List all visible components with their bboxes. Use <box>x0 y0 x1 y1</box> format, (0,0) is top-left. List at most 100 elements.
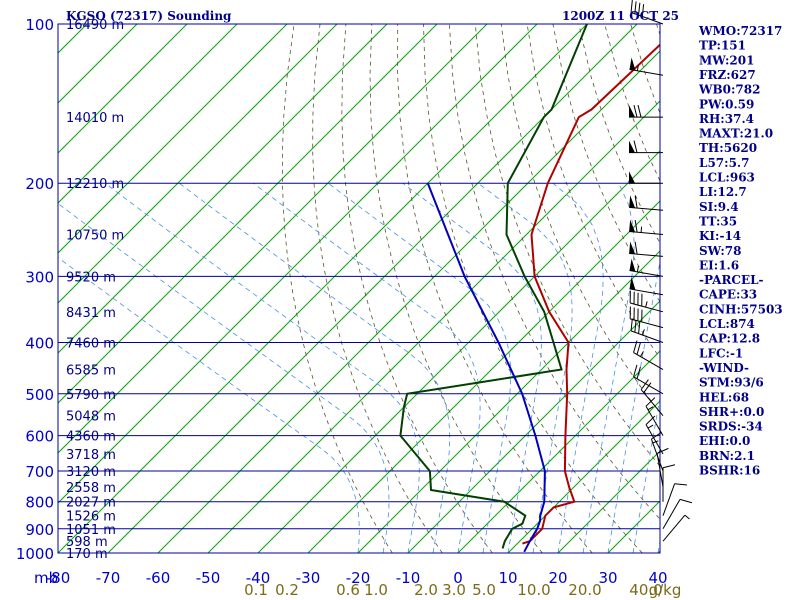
dry-adiabat <box>341 24 493 553</box>
mixing-ratio-label: 1.0 <box>364 581 388 599</box>
index-value: SW:78 <box>699 244 741 258</box>
isotherm-line <box>58 24 438 404</box>
temperature-tick-label: -80 <box>46 569 71 587</box>
height-label: 5048 m <box>66 410 116 425</box>
pressure-tick-label: 300 <box>25 268 54 286</box>
mixing-ratio-label: 3.0 <box>442 581 466 599</box>
wind-barb <box>629 306 664 329</box>
index-value: BSHR:16 <box>699 464 760 478</box>
isotherm-line <box>507 400 660 553</box>
index-value: BRN:2.1 <box>699 449 755 463</box>
wind-barb <box>645 397 664 436</box>
wind-barb <box>640 379 664 416</box>
wind-barb <box>629 241 664 257</box>
index-value: MAXT:21.0 <box>699 127 773 141</box>
dry-adiabat <box>397 24 593 553</box>
height-label: 6585 m <box>66 364 116 379</box>
mixing-ratio-unit: g/kg <box>649 581 682 599</box>
wind-barb <box>630 318 664 343</box>
dry-adiabat <box>369 24 543 553</box>
mixing-ratio-label: 5.0 <box>472 581 496 599</box>
index-value: WMO:72317 <box>698 24 782 38</box>
index-value: EI:1.6 <box>699 258 739 272</box>
pressure-tick-label: 900 <box>25 521 54 539</box>
height-label: 3120 m <box>66 465 116 480</box>
height-label: 10750 m <box>66 229 124 244</box>
mixing-ratio-label: 0.1 <box>244 581 268 599</box>
index-value: LCL:874 <box>699 317 755 331</box>
moist-adiabat <box>253 182 481 553</box>
isotherm-line <box>58 24 488 454</box>
wind-barb <box>630 0 664 25</box>
index-value: SI:9.4 <box>699 200 739 214</box>
pressure-unit-label: mb <box>34 569 58 587</box>
mixing-ratio-label: 0.6 <box>336 581 360 599</box>
isotherm-line <box>357 250 660 553</box>
mixing-ratio-label: 40.0 <box>629 581 662 599</box>
pressure-tick-label: 400 <box>25 334 54 352</box>
height-label: 1051 m <box>66 523 116 538</box>
height-label: 12210 m <box>66 177 124 192</box>
index-value: EHI:0.0 <box>699 434 750 448</box>
wind-barb <box>629 195 664 211</box>
index-value: LFC:-1 <box>699 346 743 360</box>
height-label: 3718 m <box>66 448 116 463</box>
height-label: 8431 m <box>66 306 116 321</box>
index-value: CINH:57503 <box>699 302 783 316</box>
moist-adiabat <box>607 259 660 553</box>
isotherm-line <box>58 24 538 504</box>
index-value: RH:37.4 <box>699 112 754 126</box>
index-value: SRDS:-34 <box>699 420 763 434</box>
dry-adiabat <box>449 24 660 520</box>
temperature-tick-label: -70 <box>96 569 121 587</box>
mixing-ratio-label: 2.0 <box>414 581 438 599</box>
temperature-tick-label: -10 <box>396 569 421 587</box>
wind-barb <box>629 57 664 76</box>
wind-barb <box>629 258 664 277</box>
pressure-tick-label: 600 <box>25 428 54 446</box>
index-value: LI:12.7 <box>699 185 747 199</box>
index-value: FRZ:627 <box>699 68 756 82</box>
wind-barb <box>662 498 693 530</box>
wind-barb <box>645 415 664 455</box>
index-value: CAP:12.8 <box>699 332 760 346</box>
index-value: TH:5620 <box>699 141 757 155</box>
chart-title: KGSO (72317) Sounding <box>66 9 232 23</box>
temperature-tick-label: 20 <box>548 569 567 587</box>
height-label: 2027 m <box>66 496 116 511</box>
index-value: HEL:68 <box>699 390 749 404</box>
pressure-tick-label: 800 <box>25 494 54 512</box>
index-value: PW:0.59 <box>699 97 754 111</box>
index-value: -PARCEL- <box>699 273 764 287</box>
plot-border <box>57 23 661 554</box>
moist-adiabat <box>582 183 635 553</box>
temperature-tick-label: -30 <box>296 569 321 587</box>
dry-adiabat <box>500 24 660 414</box>
index-value: TP:151 <box>699 39 746 53</box>
wind-barb <box>629 277 664 296</box>
dry-adiabat <box>423 24 643 553</box>
index-value: L57:5.7 <box>699 156 749 170</box>
pressure-tick-label: 200 <box>25 175 54 193</box>
mixing-ratio-label: 10.0 <box>517 581 550 599</box>
pressure-tick-label: 100 <box>25 16 54 34</box>
wind-barb <box>629 140 663 154</box>
wind-barb <box>662 483 687 516</box>
wind-barb <box>629 290 664 313</box>
height-label: 4360 m <box>66 430 116 445</box>
isotherm-line <box>407 300 660 553</box>
height-label: 2558 m <box>66 481 116 496</box>
temperature-tick-label: 0 <box>453 569 463 587</box>
isotherm-line <box>58 24 588 553</box>
index-value: WB0:782 <box>698 83 760 97</box>
isotherm-line <box>307 200 660 553</box>
height-label: 1526 m <box>66 510 116 525</box>
mixing-ratio-label: 20.0 <box>568 581 601 599</box>
isotherm-line <box>457 350 660 553</box>
index-value: SHR+:0.0 <box>699 405 764 419</box>
temperature-tick-label: 40 <box>648 569 667 587</box>
index-value: STM:93/6 <box>699 376 764 390</box>
dry-adiabat <box>312 24 443 553</box>
dry-adiabat <box>552 24 660 303</box>
